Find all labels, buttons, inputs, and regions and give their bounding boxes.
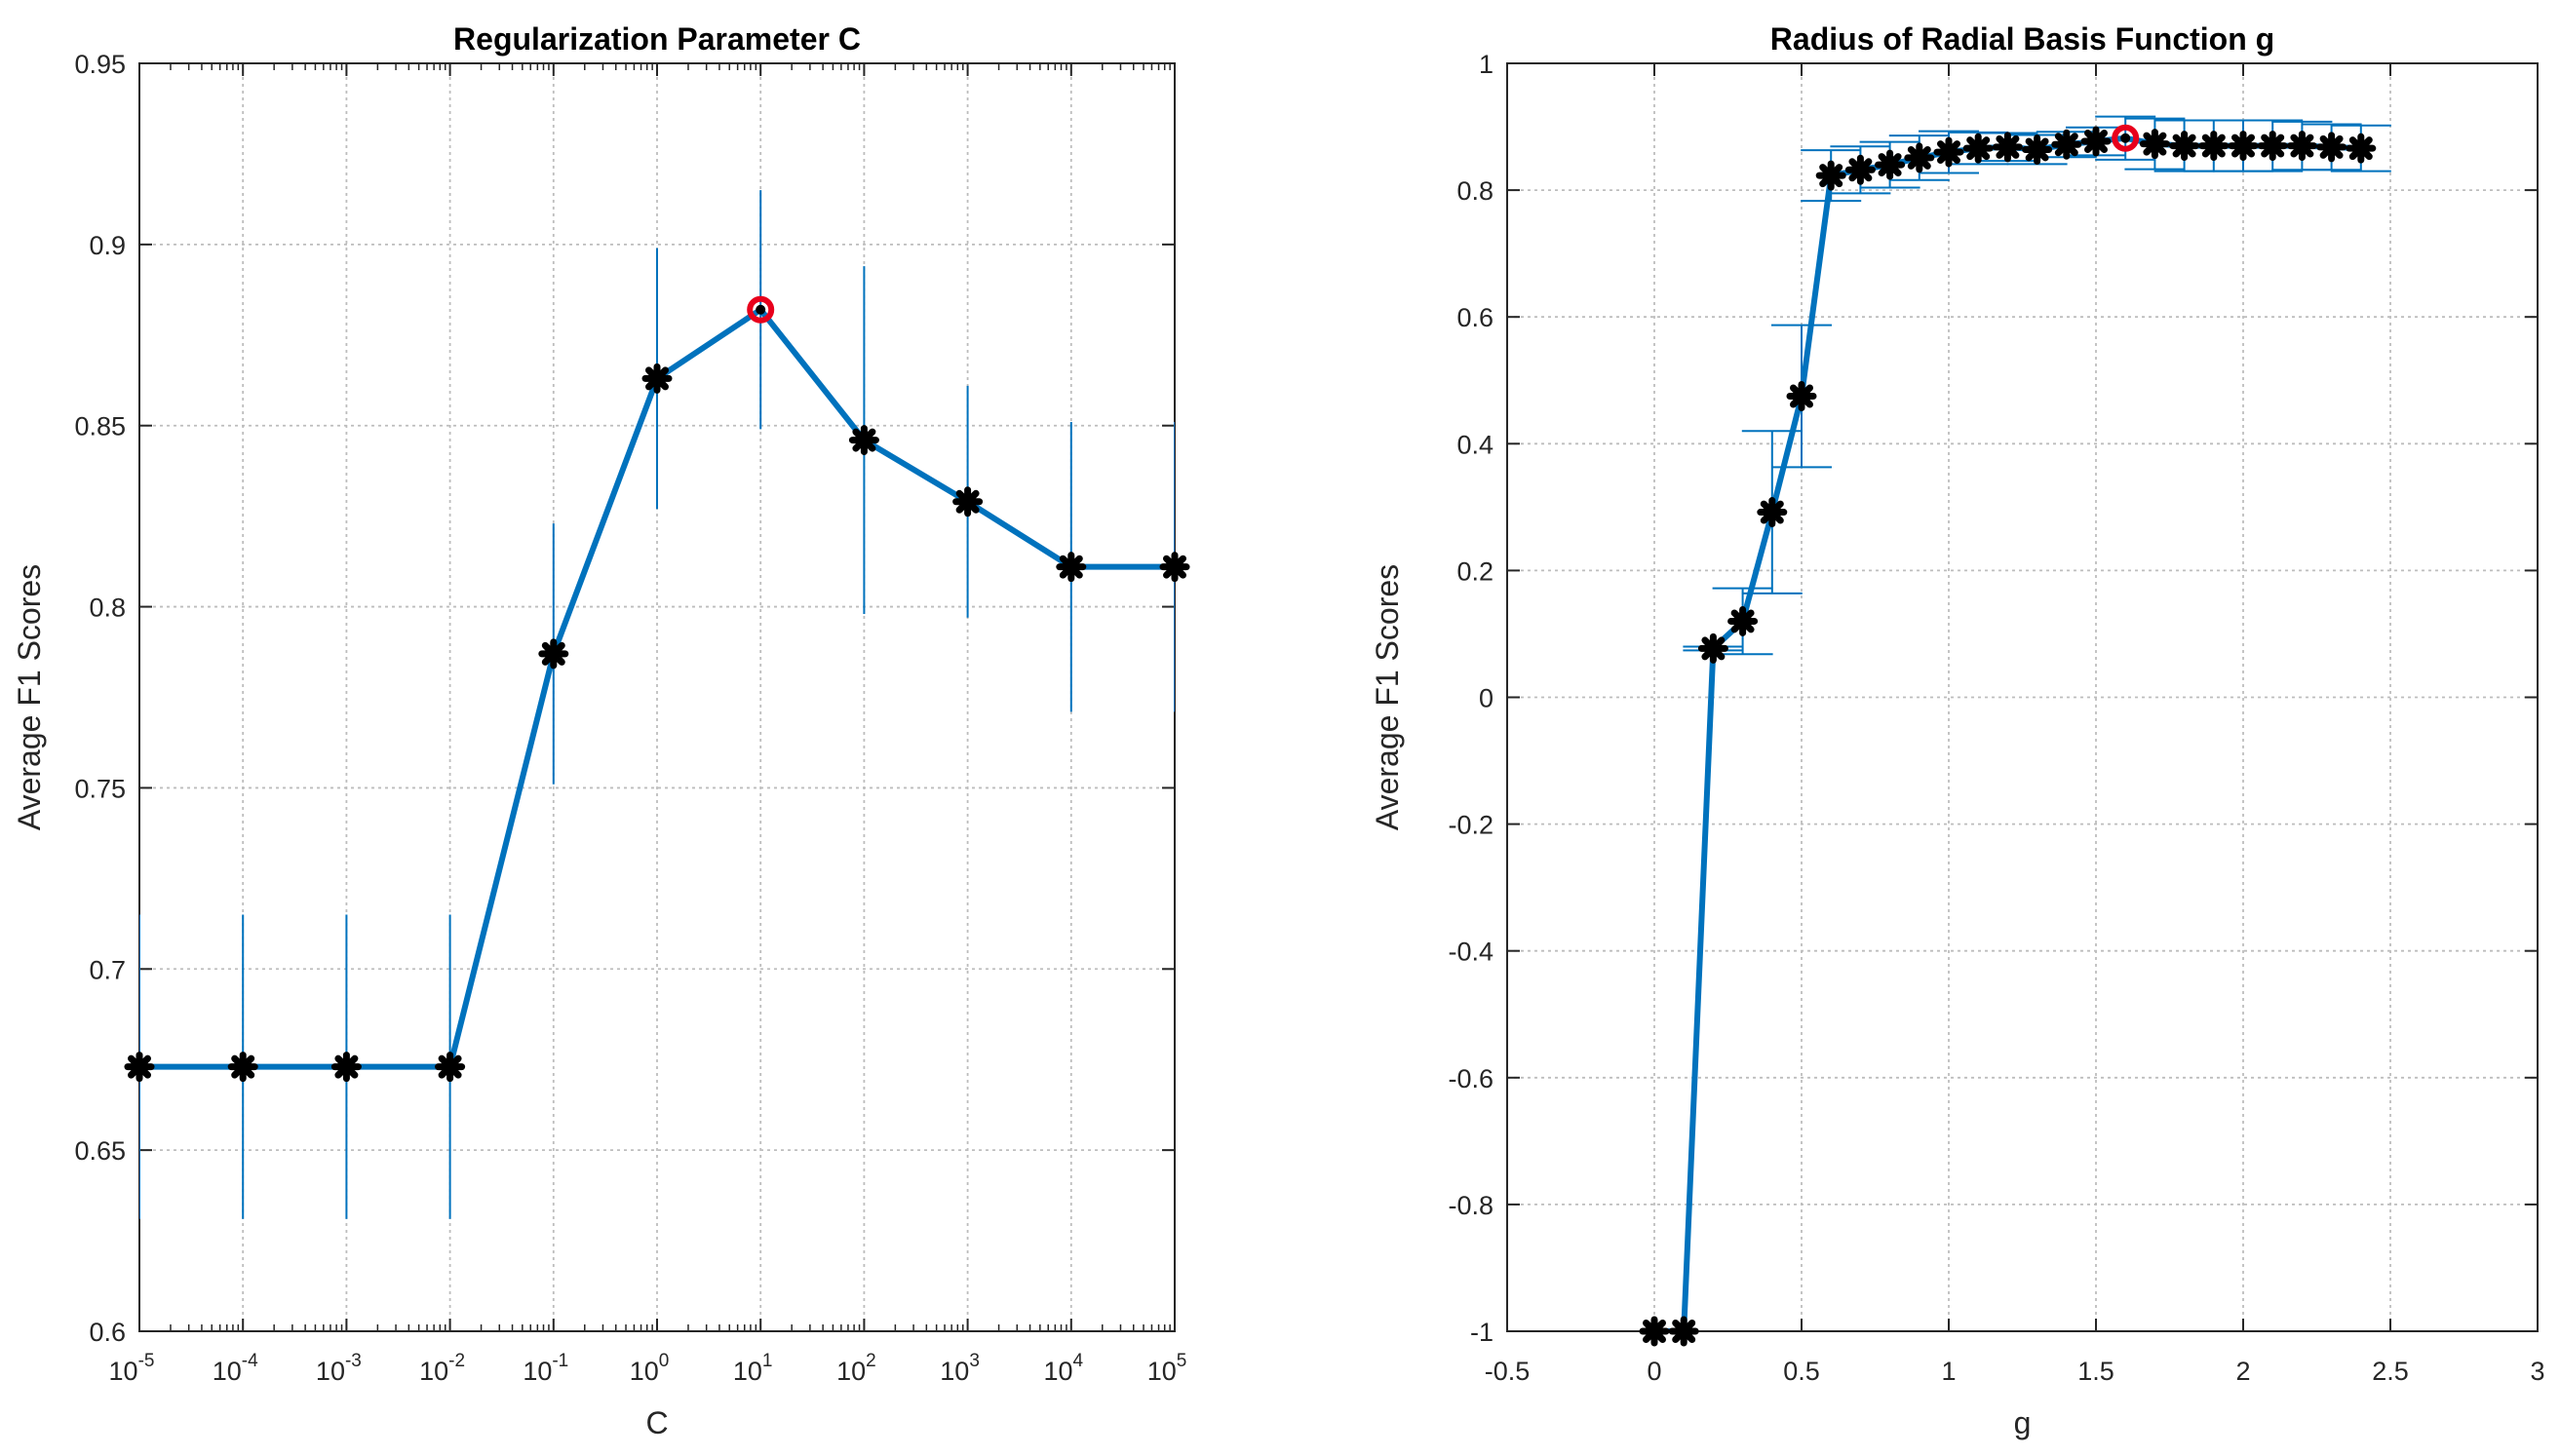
y-tick-label: 0.65	[74, 1136, 126, 1166]
x-tick-label: 0	[1647, 1357, 1661, 1386]
data-point	[2080, 126, 2112, 157]
data-point	[2051, 129, 2082, 160]
x-tick-label: 102	[836, 1351, 876, 1386]
x-tick-label: 3	[2530, 1357, 2544, 1386]
data-point	[2169, 131, 2200, 162]
data-point	[952, 486, 984, 517]
grid-lines	[139, 63, 1175, 1331]
x-tick-label: 105	[1147, 1351, 1187, 1386]
data-point	[1844, 154, 1876, 185]
y-tick-label: -1	[1470, 1318, 1493, 1347]
y-tick-label: 0	[1479, 684, 1493, 713]
chart-title: Radius of Radial Basis Function g	[1770, 21, 2274, 57]
data-point	[435, 1052, 466, 1083]
axis-ticks	[138, 62, 1176, 1332]
data-point	[1056, 552, 1087, 583]
x-tick-label: -0.5	[1485, 1357, 1531, 1386]
data-point	[848, 425, 879, 456]
y-tick-label: 0.95	[74, 50, 126, 79]
y-tick-label: 0.9	[89, 231, 126, 260]
x-tick-label: 1	[1941, 1357, 1956, 1386]
y-axis-label: Average F1 Scores	[12, 564, 47, 830]
x-axis-label: C	[645, 1405, 668, 1440]
x-tick-label: 2	[2235, 1357, 2250, 1386]
data-point	[1904, 142, 1935, 173]
y-axis-label: Average F1 Scores	[1370, 564, 1405, 830]
data-point	[1757, 497, 1788, 528]
chart-regularization-c: 10-5 10-4 10-3 10-2 10-1 100 101 102 103 104 105 0.…	[12, 21, 1190, 1440]
y-tick-label: 1	[1479, 50, 1493, 79]
data-point	[227, 1052, 258, 1083]
data-point	[1159, 552, 1190, 583]
data-point	[2139, 129, 2170, 160]
data-point	[1992, 132, 2023, 163]
x-tick-label: 10-1	[523, 1351, 568, 1386]
y-tick-label: 0.8	[89, 594, 126, 623]
data-point	[2257, 131, 2288, 162]
x-tick-label: 0.5	[1783, 1357, 1820, 1386]
data-point	[2198, 131, 2230, 162]
y-tick-label: 0.6	[89, 1318, 126, 1347]
data-point	[1727, 605, 1759, 636]
y-tick-label: 0.2	[1456, 556, 1493, 586]
data-point	[1933, 136, 1964, 168]
best-point-marker	[747, 295, 775, 324]
data-point	[538, 638, 569, 670]
data-markers	[124, 295, 1190, 1083]
data-point	[124, 1052, 155, 1083]
x-tick-label: 100	[630, 1351, 670, 1386]
data-point	[1786, 381, 1817, 412]
error-bars	[1683, 115, 2391, 656]
data-markers	[1639, 124, 2377, 1347]
data-point	[1639, 1316, 1670, 1347]
data-point	[1815, 160, 1846, 191]
data-point	[2228, 131, 2259, 162]
x-tick-label: 103	[940, 1351, 980, 1386]
x-tick-label: 104	[1043, 1351, 1083, 1386]
best-point-marker	[2112, 124, 2140, 152]
y-tick-label: -0.8	[1448, 1191, 1493, 1220]
x-tick-label: 2.5	[2372, 1357, 2409, 1386]
data-point	[1875, 149, 1906, 180]
data-point	[2316, 132, 2347, 163]
y-tick-label: -0.4	[1448, 938, 1493, 967]
data-point	[1668, 1316, 1699, 1347]
x-tick-label: 101	[733, 1351, 773, 1386]
data-point	[641, 363, 673, 394]
data-point	[330, 1052, 362, 1083]
chart-title: Regularization Parameter C	[453, 21, 861, 57]
x-tick-label: 10-4	[213, 1351, 258, 1386]
y-tick-label: 0.7	[89, 955, 126, 984]
data-point	[2022, 134, 2053, 165]
x-tick-label: 1.5	[2077, 1357, 2114, 1386]
x-axis-label: g	[2014, 1405, 2032, 1440]
x-tick-label: 10-2	[419, 1351, 465, 1386]
data-point	[1962, 133, 1994, 164]
y-tick-label: -0.6	[1448, 1064, 1493, 1093]
y-tick-label: 0.75	[74, 774, 126, 803]
data-point	[2286, 131, 2317, 162]
x-tick-label: 10-5	[109, 1351, 155, 1386]
data-point	[1697, 632, 1728, 664]
y-tick-label: -0.2	[1448, 811, 1493, 840]
y-tick-label: 0.4	[1456, 430, 1493, 459]
grid-lines	[1507, 63, 2538, 1331]
chart-rbf-radius-g: -0.5 0 0.5 1 1.5 2 2.5 3 -1 -0.8 -0.6 -0.4 -0.2 0 0.2 0…	[1370, 21, 2545, 1440]
y-tick-label: 0.85	[74, 412, 126, 441]
y-tick-label: 0.6	[1456, 303, 1493, 332]
y-tick-label: 0.8	[1456, 176, 1493, 206]
data-point	[2346, 133, 2377, 164]
x-tick-label: 10-3	[316, 1351, 362, 1386]
axes-box	[1506, 62, 2539, 1332]
